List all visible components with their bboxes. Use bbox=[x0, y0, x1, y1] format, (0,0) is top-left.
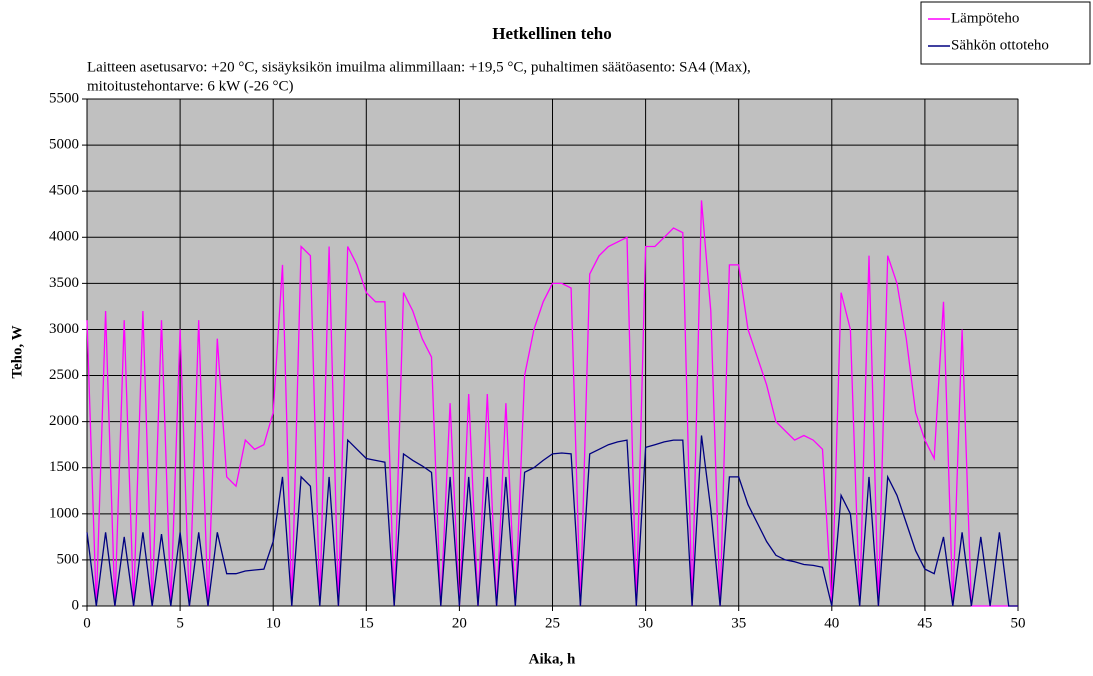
y-tick-label: 0 bbox=[72, 597, 80, 613]
y-tick-label: 2500 bbox=[49, 367, 79, 383]
x-tick-label: 40 bbox=[824, 615, 839, 631]
x-tick-label: 35 bbox=[731, 615, 746, 631]
x-tick-label: 20 bbox=[452, 615, 467, 631]
y-tick-label: 5000 bbox=[49, 137, 79, 153]
data-line bbox=[86, 435, 1018, 607]
x-tick-label: 25 bbox=[545, 615, 560, 631]
y-tick-label: 1500 bbox=[49, 459, 79, 475]
y-tick-label: 2000 bbox=[49, 413, 79, 429]
x-tick-label: 0 bbox=[83, 615, 91, 631]
y-tick-label: 3500 bbox=[49, 275, 79, 291]
legend-label: Sähkön ottoteho bbox=[951, 37, 1049, 53]
x-axis-label: Aika, h bbox=[529, 651, 576, 667]
x-tick-label: 45 bbox=[917, 615, 932, 631]
legend bbox=[920, 1, 1091, 65]
y-tick-label: 3000 bbox=[49, 321, 79, 337]
y-tick-label: 1000 bbox=[49, 505, 79, 521]
legend-label: Lämpöteho bbox=[951, 10, 1019, 26]
chart-title: Hetkellinen teho bbox=[492, 24, 611, 43]
x-tick-label: 50 bbox=[1011, 615, 1026, 631]
y-tick-label: 5500 bbox=[49, 90, 79, 106]
x-tick-label: 5 bbox=[176, 615, 184, 631]
subtitle: Laitteen asetusarvo: +20 °C, sisäyksikön… bbox=[87, 59, 751, 75]
data-line bbox=[86, 200, 1018, 607]
y-axis-label: Teho, W bbox=[9, 325, 25, 378]
x-tick-label: 10 bbox=[266, 615, 281, 631]
subtitle: mitoitustehontarve: 6 kW (-26 °C) bbox=[87, 78, 294, 94]
x-tick-label: 30 bbox=[638, 615, 653, 631]
y-tick-label: 4500 bbox=[49, 183, 79, 199]
y-tick-label: 4000 bbox=[49, 229, 79, 245]
y-tick-label: 500 bbox=[57, 551, 80, 567]
x-tick-label: 15 bbox=[359, 615, 374, 631]
